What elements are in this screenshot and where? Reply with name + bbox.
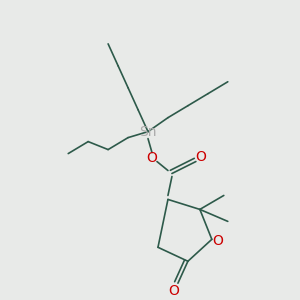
Text: O: O (147, 151, 158, 165)
Text: O: O (169, 284, 179, 298)
Text: Sn: Sn (139, 124, 157, 139)
Text: O: O (212, 234, 223, 248)
Text: O: O (195, 150, 206, 164)
